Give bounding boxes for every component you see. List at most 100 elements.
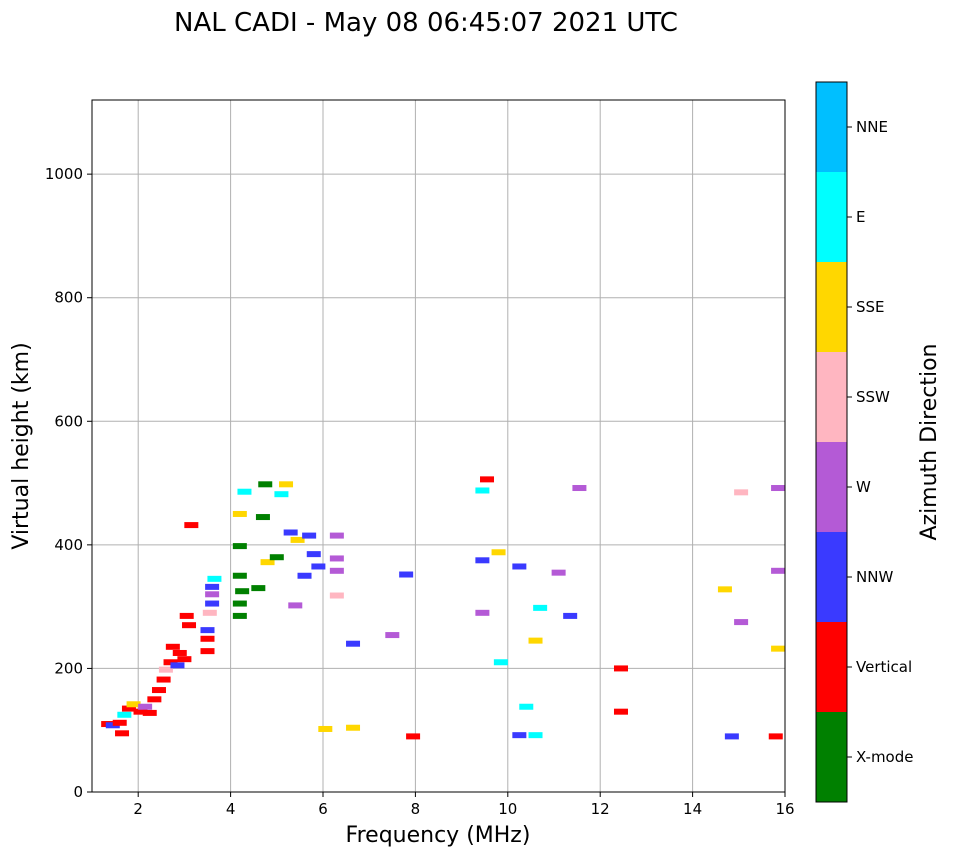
colorbar-label-item: E bbox=[856, 208, 865, 226]
echo-point bbox=[279, 481, 294, 488]
echo-point bbox=[117, 711, 132, 718]
echo-point bbox=[232, 572, 247, 579]
echo-point bbox=[519, 703, 534, 710]
echo-point bbox=[512, 732, 527, 739]
x-tick-label: 4 bbox=[226, 800, 236, 818]
echo-point bbox=[138, 703, 153, 710]
y-axis-label: Virtual height (km) bbox=[9, 342, 34, 549]
echo-point bbox=[182, 622, 197, 629]
colorbar-label-item: W bbox=[856, 478, 871, 496]
echo-point bbox=[170, 662, 185, 669]
echo-point bbox=[255, 514, 270, 521]
echo-point bbox=[158, 666, 173, 673]
echo-point bbox=[232, 543, 247, 550]
colorbar-segment bbox=[816, 442, 847, 532]
echo-point bbox=[329, 567, 344, 574]
x-axis: 2 4 6 8 10 12 14 16 bbox=[133, 792, 795, 818]
echo-point bbox=[399, 571, 414, 578]
echo-point bbox=[115, 730, 130, 737]
echo-point bbox=[528, 732, 543, 739]
echo-point bbox=[283, 529, 298, 536]
echo-point bbox=[205, 600, 220, 607]
echo-point bbox=[551, 569, 566, 576]
echo-point bbox=[290, 536, 305, 543]
echo-point bbox=[475, 487, 490, 494]
echo-point bbox=[613, 708, 628, 715]
echo-point bbox=[771, 485, 786, 492]
colorbar-label-item: SSW bbox=[856, 388, 890, 406]
y-tick-label: 600 bbox=[54, 412, 83, 430]
echo-point bbox=[126, 701, 141, 708]
echo-point bbox=[346, 640, 361, 647]
echo-point bbox=[613, 665, 628, 672]
echo-point bbox=[288, 602, 303, 609]
echo-point bbox=[269, 554, 284, 561]
echo-point bbox=[235, 588, 250, 595]
echo-point bbox=[142, 709, 157, 716]
echo-point bbox=[200, 648, 215, 655]
echo-point bbox=[232, 612, 247, 619]
echo-point bbox=[406, 733, 421, 740]
echo-point bbox=[734, 619, 749, 626]
x-axis-label: Frequency (MHz) bbox=[346, 823, 531, 848]
echo-point bbox=[297, 572, 312, 579]
colorbar-label-item: NNE bbox=[856, 118, 888, 136]
echo-point bbox=[329, 532, 344, 539]
y-axis: 0 200 400 600 800 1000 bbox=[45, 165, 92, 801]
echo-point bbox=[172, 649, 187, 656]
echo-point bbox=[533, 604, 548, 611]
echo-point bbox=[258, 481, 273, 488]
echo-point bbox=[493, 659, 508, 666]
echo-point bbox=[200, 635, 215, 642]
colorbar-label-item: NNW bbox=[856, 568, 893, 586]
colorbar-label-item: Vertical bbox=[856, 658, 912, 676]
echo-point bbox=[151, 687, 166, 694]
echo-traces bbox=[101, 476, 786, 740]
echo-point bbox=[385, 632, 400, 639]
echo-point bbox=[121, 705, 136, 712]
echo-point bbox=[491, 549, 506, 556]
colorbar-label: Azimuth Direction bbox=[917, 343, 942, 540]
echo-point bbox=[306, 551, 321, 558]
echo-point bbox=[133, 708, 148, 715]
y-tick-label: 0 bbox=[73, 783, 83, 801]
colorbar: X-mode Vertical NNW W SSW SSE E NNE bbox=[815, 81, 913, 803]
echo-point bbox=[260, 559, 275, 566]
y-tick-label: 400 bbox=[54, 536, 83, 554]
y-tick-label: 800 bbox=[54, 289, 83, 307]
colorbar-label-item: SSE bbox=[856, 298, 885, 316]
echo-point bbox=[734, 489, 749, 496]
echo-point bbox=[232, 600, 247, 607]
echo-point bbox=[318, 725, 333, 732]
echo-point bbox=[165, 643, 180, 650]
echo-point bbox=[205, 591, 220, 598]
echo-point bbox=[512, 563, 527, 570]
echo-point bbox=[147, 696, 162, 703]
colorbar-segment bbox=[816, 622, 847, 712]
colorbar-segment bbox=[816, 532, 847, 622]
y-tick-label: 200 bbox=[54, 659, 83, 677]
x-tick-label: 2 bbox=[133, 800, 143, 818]
colorbar-segment bbox=[816, 82, 847, 172]
echo-point bbox=[207, 575, 222, 582]
echo-point bbox=[329, 555, 344, 562]
echo-point bbox=[717, 586, 732, 593]
colorbar-segment bbox=[816, 172, 847, 262]
colorbar-frame bbox=[815, 81, 848, 803]
echo-point bbox=[163, 659, 178, 666]
x-tick-label: 14 bbox=[683, 800, 702, 818]
echo-point bbox=[237, 488, 252, 495]
colorbar-segment bbox=[816, 352, 847, 442]
echo-point bbox=[771, 567, 786, 574]
echo-point bbox=[480, 476, 495, 483]
y-tick-label: 1000 bbox=[45, 165, 83, 183]
echo-point bbox=[572, 485, 587, 492]
echo-point bbox=[346, 724, 361, 731]
echo-point bbox=[177, 656, 192, 663]
x-tick-label: 16 bbox=[775, 800, 794, 818]
echo-point bbox=[200, 627, 215, 634]
x-tick-label: 12 bbox=[591, 800, 610, 818]
echo-point bbox=[563, 612, 578, 619]
echo-point bbox=[302, 532, 317, 539]
